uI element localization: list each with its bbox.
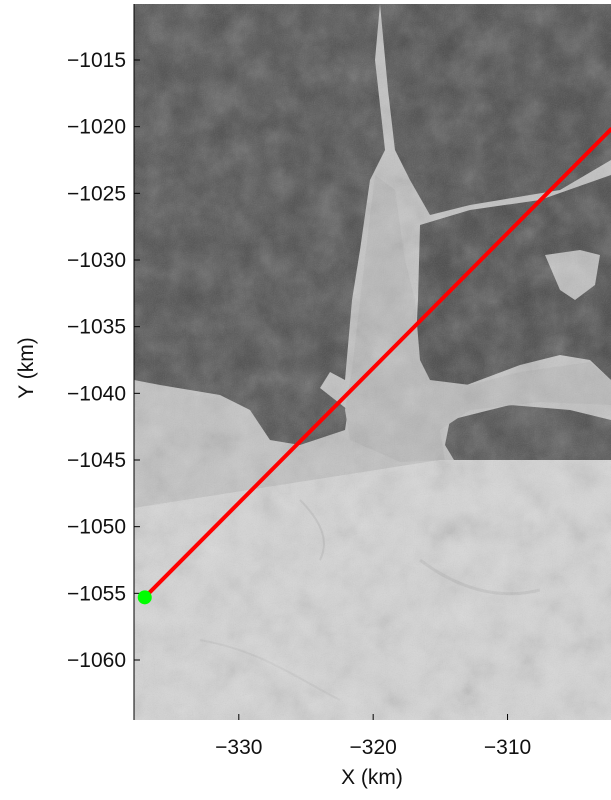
x-axis-ticks: −330 −320 −310 <box>215 714 531 759</box>
y-axis-ticks: −1015 −1020 −1025 −1030 −1035 −1040 −1045 −1050… <box>67 49 140 672</box>
x-axis-label: X (km) <box>341 766 403 789</box>
start-point-marker <box>137 590 152 605</box>
x-tick-label: −310 <box>484 736 531 759</box>
y-tick-label: −1025 <box>67 182 126 205</box>
x-tick-label: −330 <box>215 736 262 759</box>
y-tick-label: −1060 <box>67 649 126 672</box>
y-tick-label: −1020 <box>67 116 126 139</box>
y-tick-label: −1050 <box>67 516 126 539</box>
y-axis-label: Y (km) <box>15 337 38 398</box>
y-tick-label: −1055 <box>67 582 126 605</box>
y-tick-label: −1040 <box>67 382 126 405</box>
x-tick-label: −320 <box>350 736 397 759</box>
y-tick-label: −1045 <box>67 449 126 472</box>
y-tick-label: −1015 <box>67 49 126 72</box>
y-tick-label: −1035 <box>67 316 126 339</box>
y-tick-label: −1030 <box>67 249 126 272</box>
satellite-image <box>134 4 611 720</box>
profile-line <box>142 127 611 600</box>
